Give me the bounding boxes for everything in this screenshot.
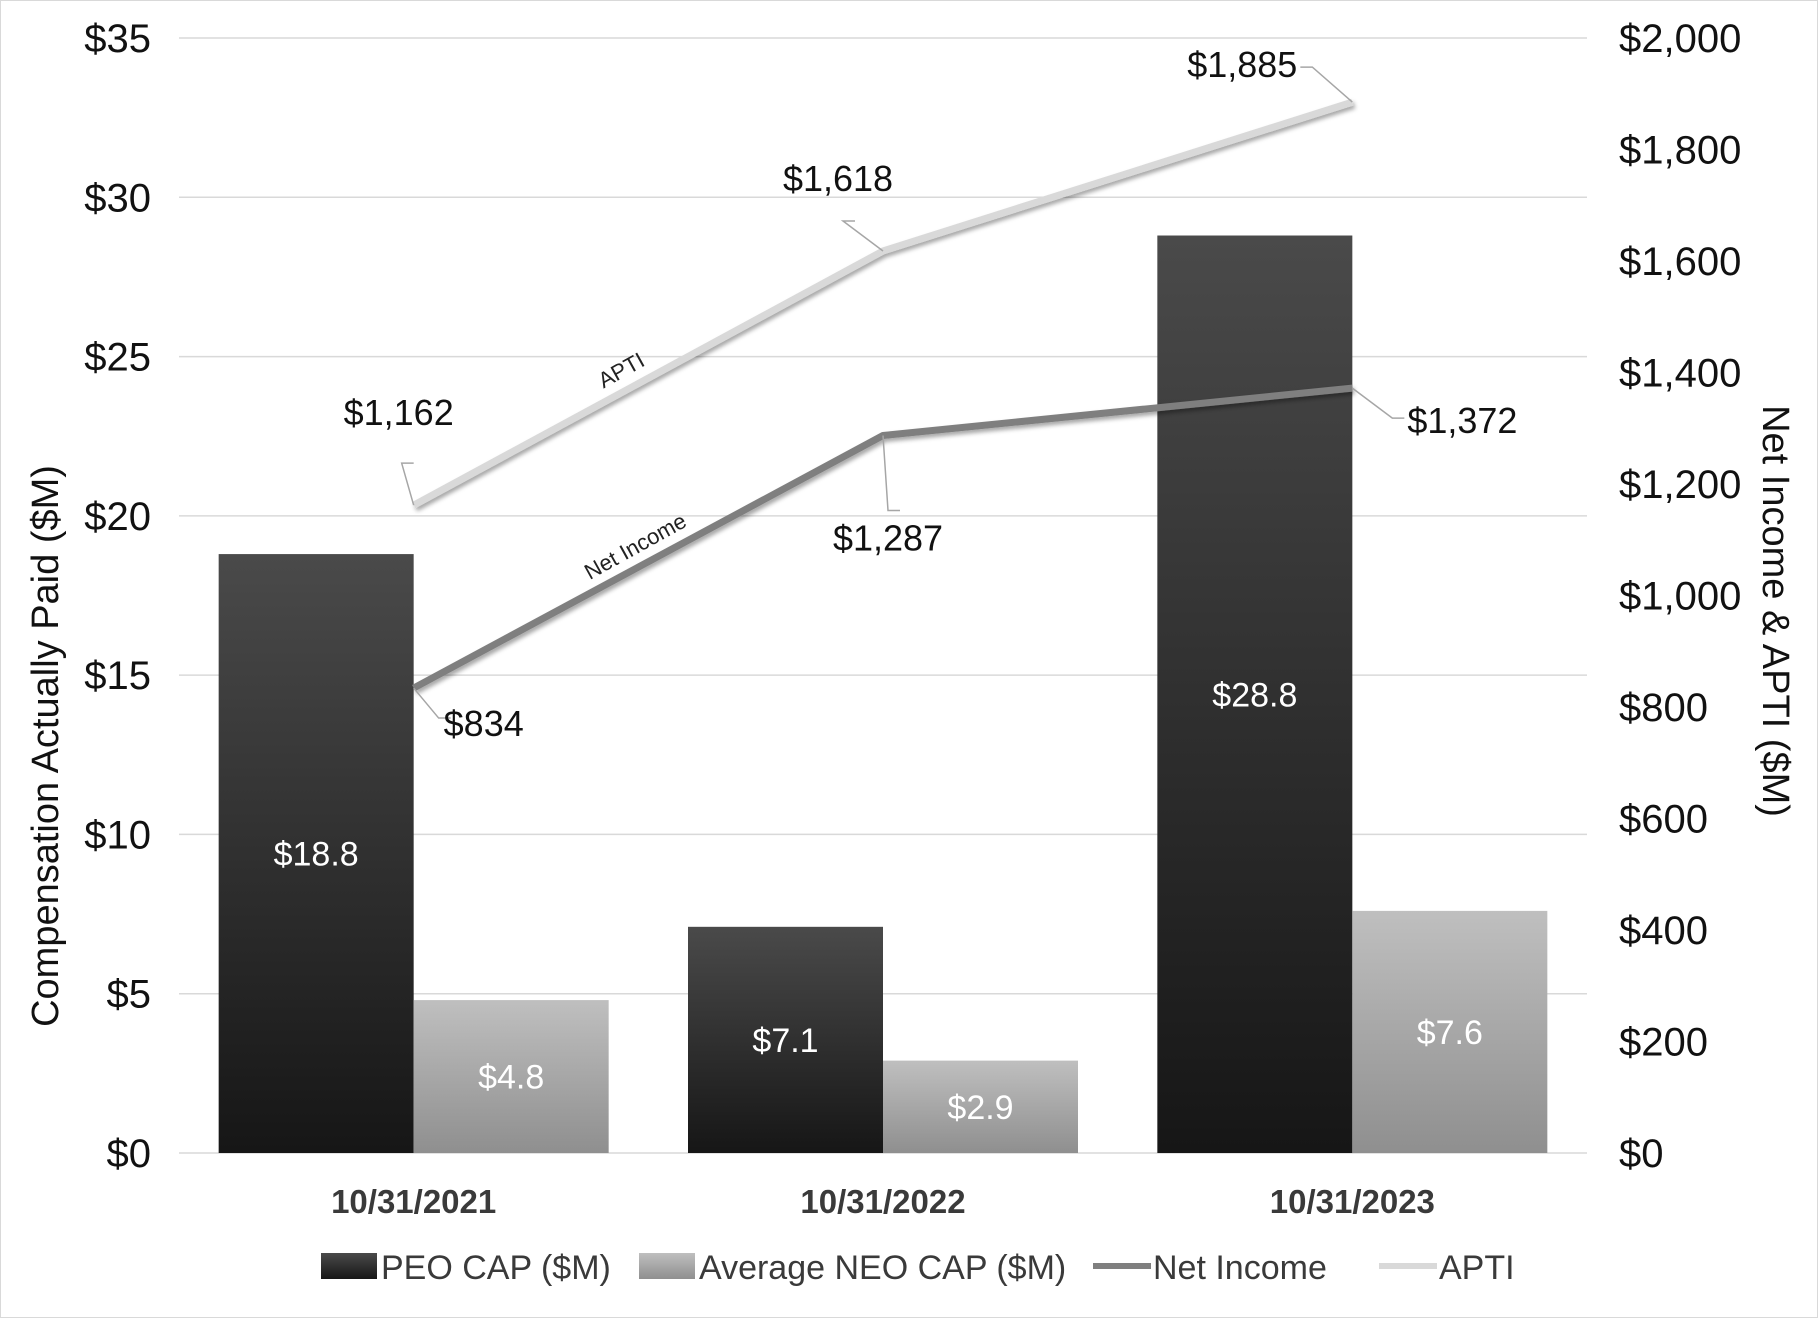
bar-data-label: $18.8 xyxy=(274,836,359,874)
leader-line xyxy=(840,220,884,252)
axes: Compensation Actually Paid ($M) Net Inco… xyxy=(25,17,1796,1220)
bar-avg-neo-cap xyxy=(413,1000,609,1153)
category-label: 10/31/2021 xyxy=(331,1183,496,1220)
left-axis-tick-label: $20 xyxy=(84,495,151,539)
line-data-label: $1,618 xyxy=(783,158,893,199)
bar-data-label: $2.9 xyxy=(947,1089,1013,1127)
left-axis-tick-label: $0 xyxy=(107,1132,152,1176)
left-axis-tick-label: $30 xyxy=(84,176,151,220)
bar-avg-neo-cap xyxy=(883,1060,1078,1153)
bar-data-label: $28.8 xyxy=(1212,676,1297,714)
category-label: 10/31/2023 xyxy=(1270,1183,1435,1220)
bar-data-label: $7.6 xyxy=(1417,1014,1483,1052)
leader-line xyxy=(413,687,451,719)
right-axis-tick-label: $1,800 xyxy=(1619,129,1741,173)
line-data-label: $834 xyxy=(444,703,524,744)
legend-swatch xyxy=(321,1253,377,1279)
right-axis-tick-label: $1,200 xyxy=(1619,463,1741,507)
right-axis-tick-label: $400 xyxy=(1619,909,1708,953)
right-axis-tick-label: $1,600 xyxy=(1619,240,1741,284)
right-axis-title: Net Income & APTI ($M) xyxy=(1754,405,1796,817)
bar-peo-cap xyxy=(688,926,883,1153)
leader-line xyxy=(882,435,900,512)
leader-line xyxy=(400,462,415,506)
series-line-net-income xyxy=(412,384,1353,692)
bar-avg-neo-cap xyxy=(1352,910,1548,1153)
right-axis-tick-label: $600 xyxy=(1619,798,1708,842)
line-data-label: $1,885 xyxy=(1187,44,1297,85)
right-axis-tick-label: $800 xyxy=(1619,686,1708,730)
bar-data-label: $4.8 xyxy=(478,1059,544,1097)
left-axis-title: Compensation Actually Paid ($M) xyxy=(25,465,67,1027)
right-axis-tick-label: $1,000 xyxy=(1619,575,1741,619)
right-axis-tick-label: $2,000 xyxy=(1619,17,1741,61)
left-axis-tick-label: $10 xyxy=(84,813,151,857)
left-axis-tick-label: $35 xyxy=(84,17,151,61)
leader-line xyxy=(1351,387,1405,419)
bars xyxy=(218,235,1548,1153)
right-axis-tick-label: $200 xyxy=(1619,1021,1708,1065)
category-label: 10/31/2022 xyxy=(800,1183,965,1220)
legend-label: Average NEO CAP ($M) xyxy=(699,1249,1066,1287)
data-labels: $18.8 $7.1 $28.8 $4.8 $2.9 $7.6 $834 $1,287 $1,3… xyxy=(274,44,1518,1127)
bar-peo-cap xyxy=(218,554,414,1153)
line-data-label: $1,372 xyxy=(1407,400,1517,441)
left-axis-tick-label: $25 xyxy=(84,336,151,380)
left-axis-tick-label: $5 xyxy=(107,973,152,1017)
legend: PEO CAP ($M) Average NEO CAP ($M) Net Inco… xyxy=(321,1249,1515,1287)
left-axis-tick-label: $15 xyxy=(84,654,151,698)
legend-label: Net Income xyxy=(1153,1249,1327,1287)
legend-label: APTI xyxy=(1439,1249,1515,1287)
line-data-label: $1,162 xyxy=(344,392,454,433)
bar-data-label: $7.1 xyxy=(752,1022,818,1060)
right-axis-tick-label: $1,400 xyxy=(1619,352,1741,396)
right-axis-tick-label: $0 xyxy=(1619,1132,1664,1176)
leader-line xyxy=(1300,66,1353,103)
legend-label: PEO CAP ($M) xyxy=(381,1249,611,1287)
line-data-label: $1,287 xyxy=(833,517,943,558)
legend-swatch xyxy=(639,1253,695,1279)
